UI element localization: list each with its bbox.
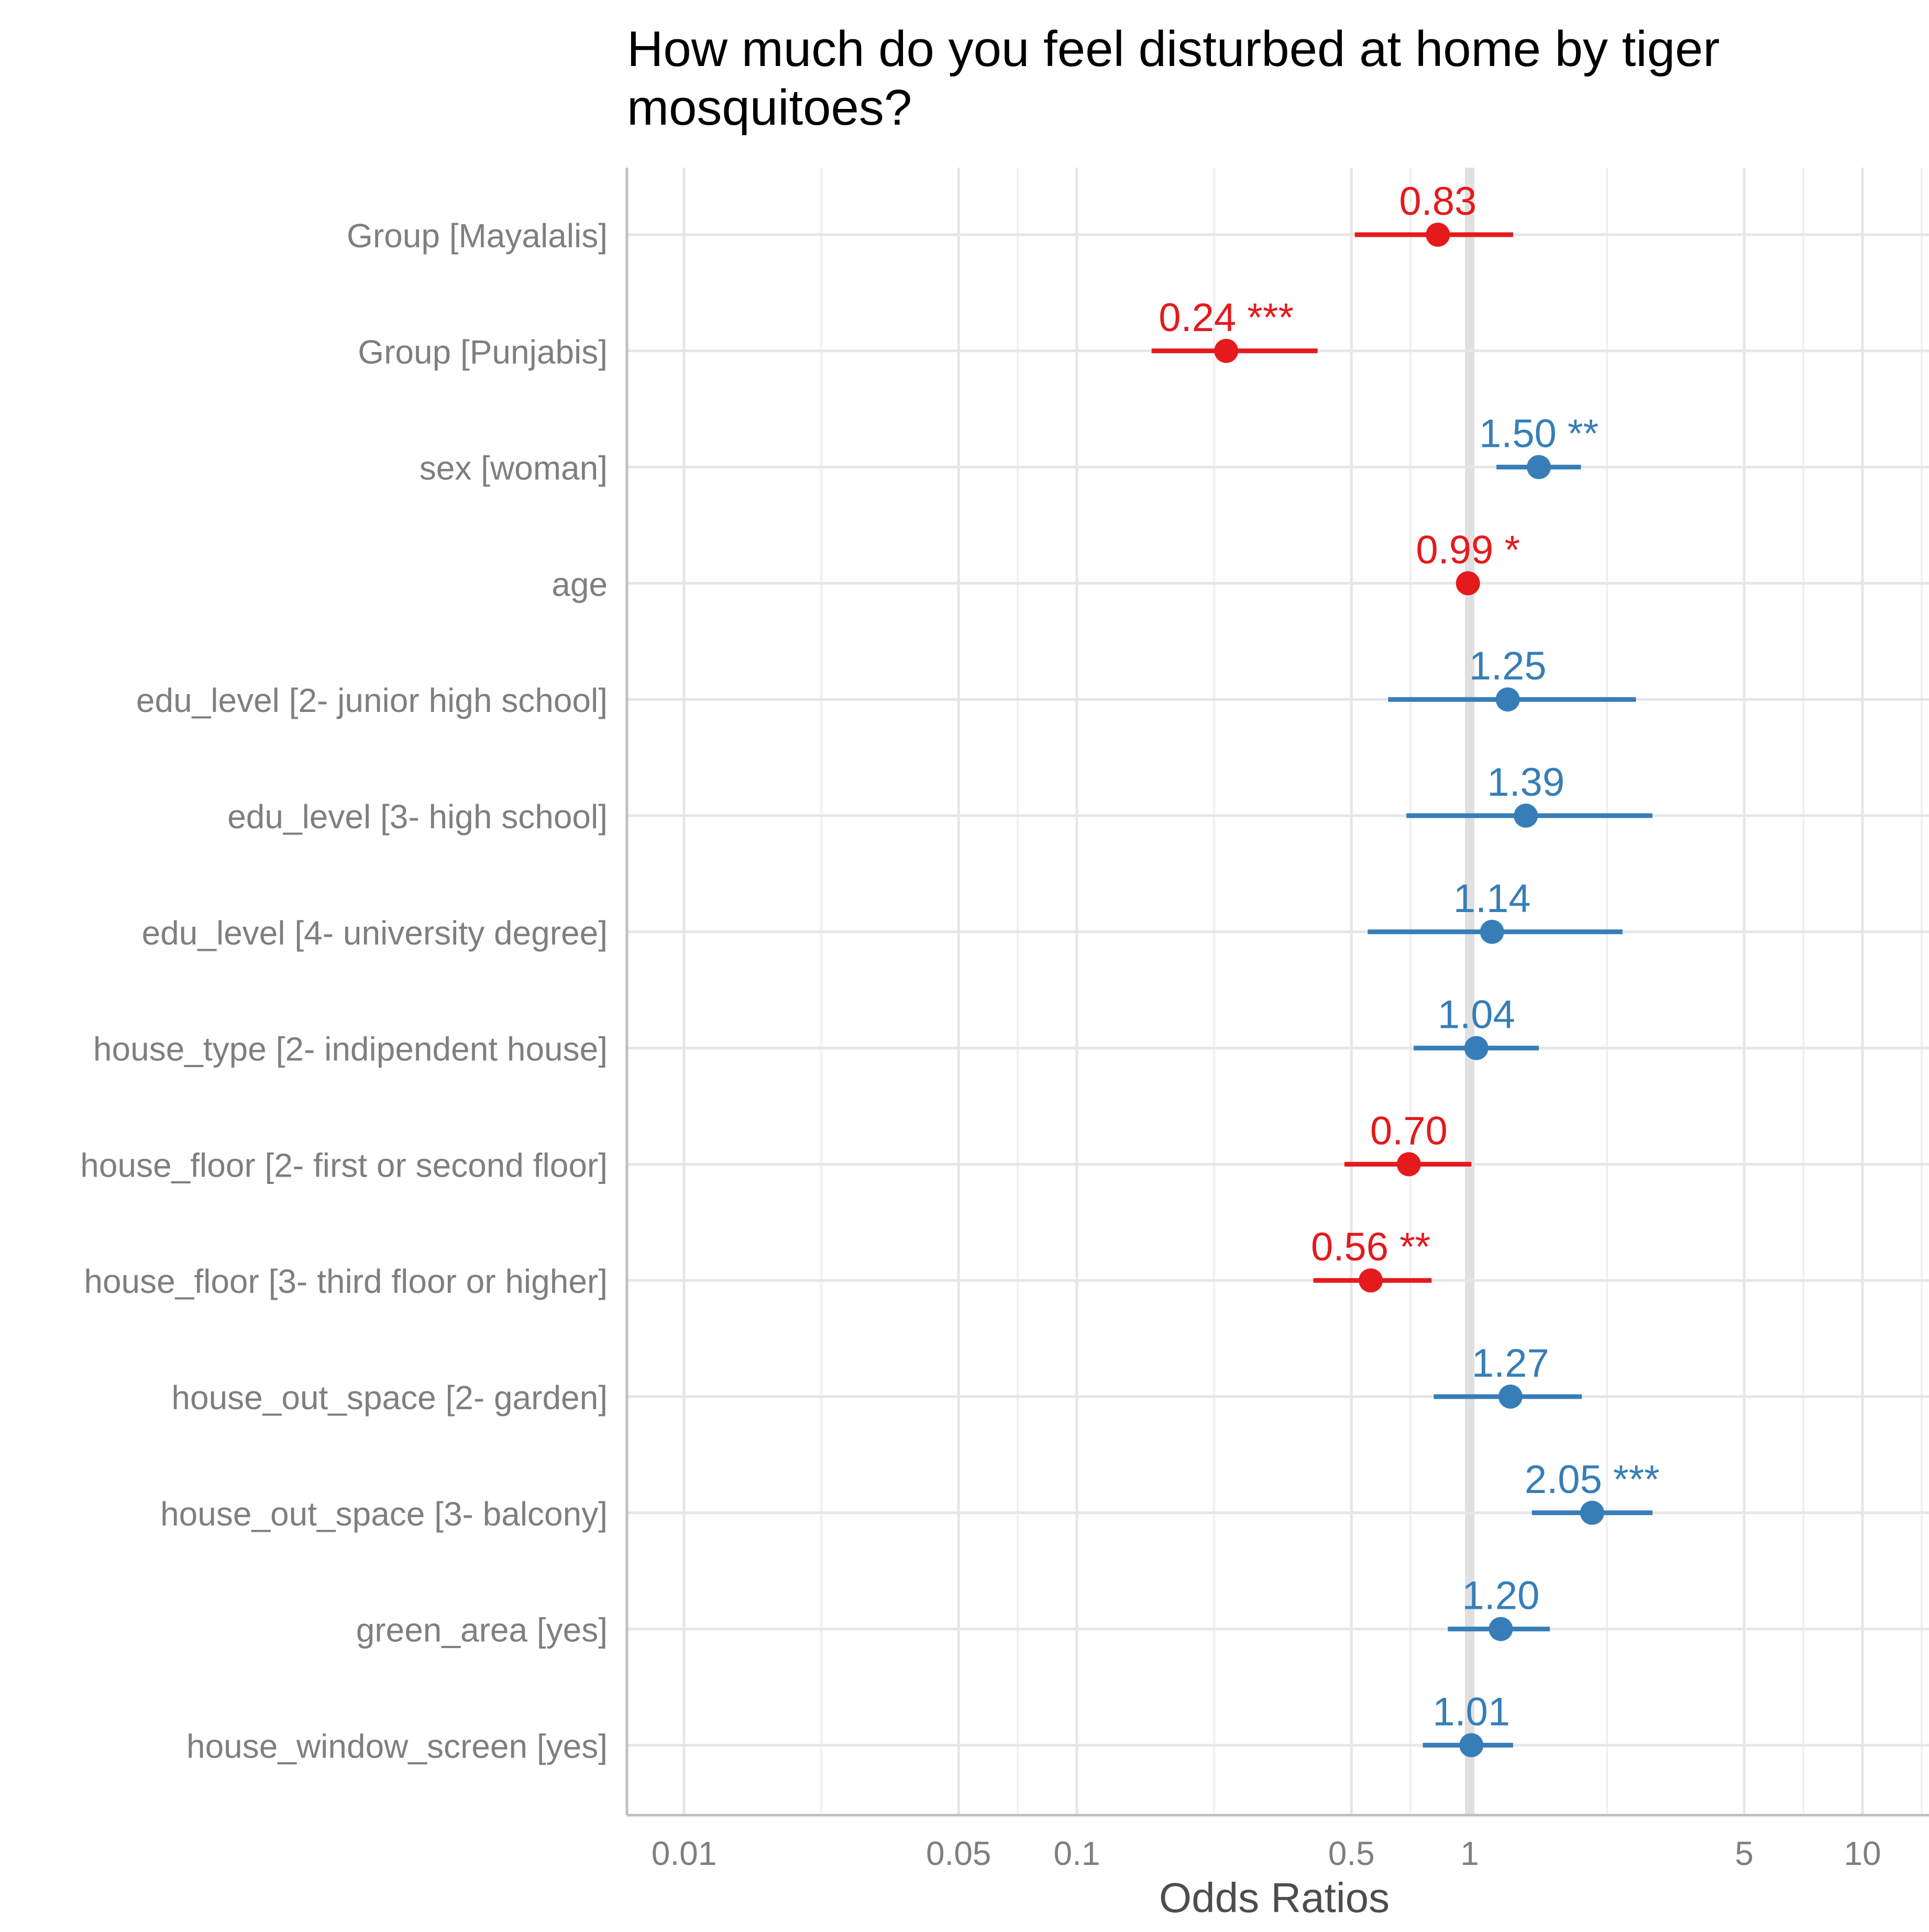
value-label: 0.83 bbox=[1399, 179, 1476, 224]
value-label: 1.20 bbox=[1462, 1574, 1539, 1618]
estimate-point bbox=[1459, 1733, 1484, 1758]
x-tick-label: 0.1 bbox=[1054, 1835, 1100, 1872]
chart-title: How much do you feel disturbed at home b… bbox=[627, 21, 1720, 136]
y-tick-label: edu_level [2- junior high school] bbox=[136, 682, 608, 719]
x-tick-label: 5 bbox=[1735, 1835, 1754, 1872]
y-tick-label: green_area [yes] bbox=[356, 1611, 608, 1649]
y-tick-label: sex [woman] bbox=[420, 449, 608, 487]
axis-layer: 0.01 0.05 0.1 0.5 1 5 10 bbox=[625, 168, 1929, 1872]
value-label: 0.56 ** bbox=[1311, 1225, 1430, 1269]
x-tick-label: 0.01 bbox=[652, 1835, 717, 1872]
estimate-point bbox=[1464, 1036, 1489, 1060]
value-label: 0.99 * bbox=[1416, 528, 1520, 572]
estimate-point bbox=[1456, 571, 1480, 596]
estimate-point bbox=[1514, 804, 1538, 828]
value-label: 2.05 *** bbox=[1525, 1457, 1660, 1502]
estimate-point bbox=[1495, 687, 1520, 712]
value-label: 0.70 bbox=[1370, 1108, 1448, 1153]
estimate-point bbox=[1580, 1500, 1604, 1525]
y-tick-label: age bbox=[552, 565, 608, 603]
value-label: 1.14 bbox=[1453, 876, 1531, 921]
value-label: 1.01 bbox=[1432, 1689, 1510, 1734]
value-label: 1.04 bbox=[1438, 993, 1515, 1037]
y-tick-label: house_out_space [3- balcony] bbox=[160, 1495, 608, 1533]
y-tick-label: house_type [2- indipendent house] bbox=[93, 1030, 608, 1068]
x-tick-label: 1 bbox=[1460, 1835, 1479, 1872]
x-tick-label: 0.5 bbox=[1328, 1835, 1375, 1872]
marks-layer bbox=[1151, 223, 1653, 1758]
x-tick-label: 0.05 bbox=[926, 1835, 991, 1872]
y-tick-label: house_floor [3- third floor or higher] bbox=[84, 1263, 608, 1300]
value-label: 1.39 bbox=[1487, 760, 1564, 805]
estimate-point bbox=[1527, 455, 1551, 479]
y-tick-label: edu_level [3- high school] bbox=[227, 798, 608, 836]
x-tick-label: 10 bbox=[1844, 1835, 1881, 1872]
value-label: 1.50 ** bbox=[1479, 412, 1599, 456]
y-tick-label: house_out_space [2- garden] bbox=[171, 1379, 608, 1417]
y-tick-label: Group [Punjabis] bbox=[358, 333, 608, 371]
estimate-point bbox=[1396, 1152, 1421, 1177]
value-label: 0.24 *** bbox=[1159, 295, 1294, 340]
estimate-point bbox=[1214, 338, 1239, 363]
estimate-point bbox=[1359, 1268, 1383, 1293]
y-tick-label: house_floor [2- first or second floor] bbox=[80, 1146, 608, 1184]
x-axis-title: Odds Ratios bbox=[1159, 1874, 1390, 1921]
estimate-point bbox=[1489, 1617, 1513, 1641]
y-tick-label: edu_level [4- university degree] bbox=[142, 914, 608, 952]
grid-layer bbox=[627, 168, 1929, 1815]
estimate-point bbox=[1480, 919, 1504, 944]
y-tick-label: house_window_screen [yes] bbox=[186, 1727, 608, 1765]
value-label: 1.25 bbox=[1469, 644, 1547, 688]
estimate-point bbox=[1498, 1385, 1523, 1409]
y-tick-label: Group [Mayalalis] bbox=[347, 217, 608, 255]
estimate-point bbox=[1426, 223, 1450, 247]
labels-layer: Group [Mayalalis] 0.83 Group [Punjabis] 0.2… bbox=[80, 179, 1659, 1765]
value-label: 1.27 bbox=[1472, 1341, 1549, 1386]
